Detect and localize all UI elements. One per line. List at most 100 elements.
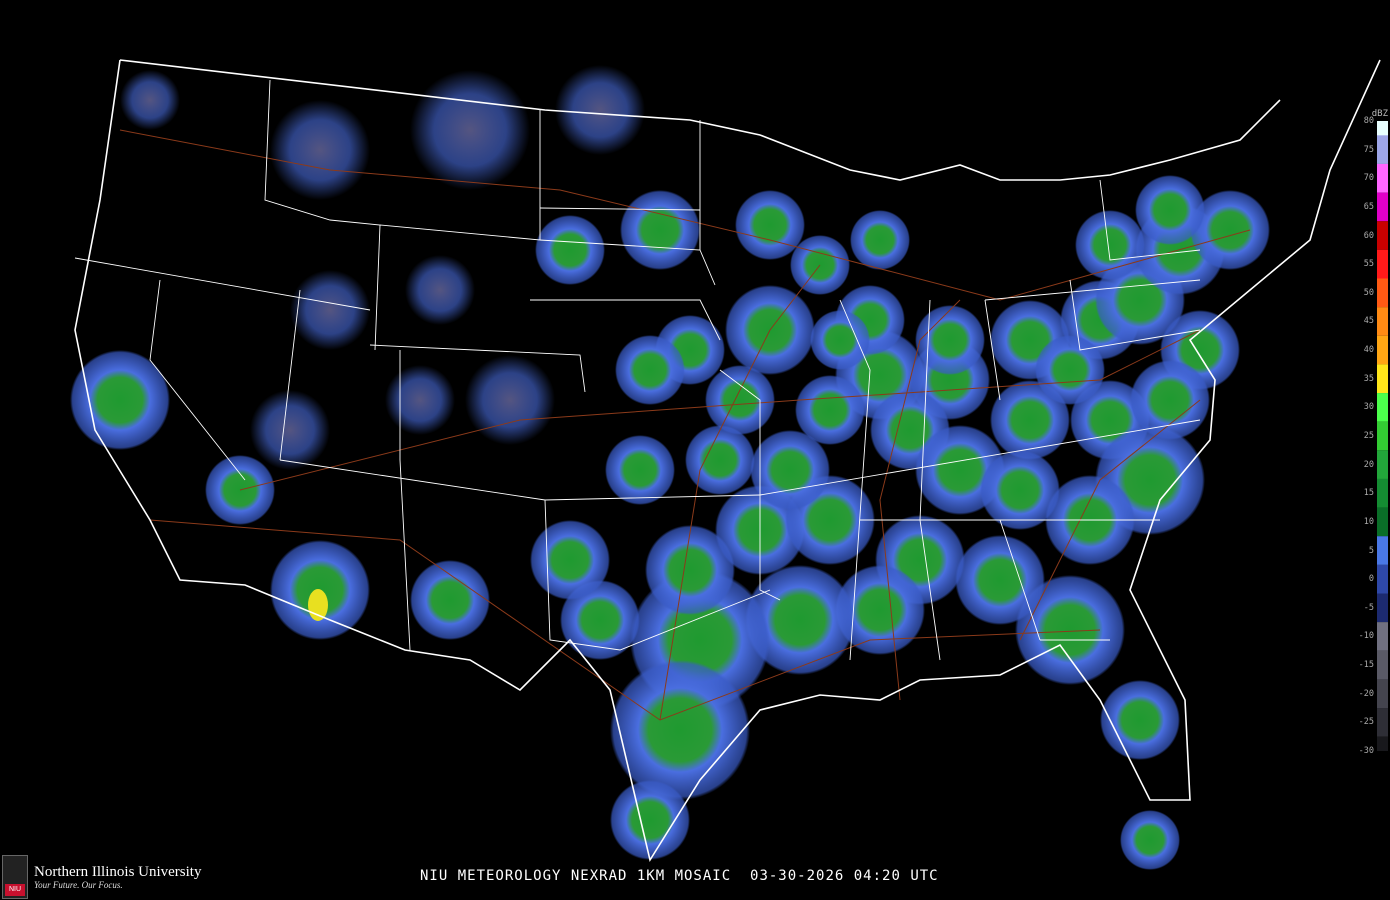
legend-tick: -30 [1358, 746, 1374, 756]
state-border [759, 495, 781, 601]
legend-tick: 55 [1363, 259, 1374, 270]
radar-echo [705, 365, 775, 435]
legend-swatch [1377, 121, 1388, 150]
legend-tick: -15 [1358, 660, 1374, 671]
light-echo [555, 65, 645, 155]
radar-echo [850, 210, 910, 270]
legend-swatch [1377, 650, 1388, 680]
legend-tick: -5 [1363, 602, 1374, 613]
radar-echo [610, 780, 690, 860]
legend-swatch [1377, 450, 1388, 479]
legend-tick: 20 [1363, 459, 1374, 470]
legend-swatch [1377, 393, 1388, 422]
legend-swatch [1377, 135, 1388, 164]
radar-echo [990, 380, 1070, 460]
radar-echo [980, 450, 1060, 530]
legend-tick: -25 [1358, 717, 1374, 728]
radar-echo [955, 535, 1045, 625]
state-border [399, 350, 411, 651]
radar-echo [560, 580, 640, 660]
radar-echo [750, 430, 830, 510]
legend-swatch [1377, 708, 1388, 737]
legend-tick: 10 [1363, 516, 1374, 527]
legend-swatch [1377, 536, 1388, 565]
highway [119, 129, 1251, 301]
state-border [264, 79, 381, 351]
highways [119, 129, 1251, 721]
university-tagline: Your Future. Our Focus. [34, 880, 123, 890]
radar-echo [535, 215, 605, 285]
legend-swatch [1377, 335, 1388, 365]
caption-date: 03-30-2026 [750, 868, 845, 884]
state-border [999, 519, 1041, 641]
legend-tick: 30 [1363, 402, 1374, 413]
radar-echo [835, 565, 925, 655]
radar-echo [915, 305, 985, 375]
radar-echo [70, 350, 170, 450]
legend-swatch [1377, 192, 1388, 222]
legend-swatch [1377, 278, 1388, 308]
mosaic-caption: NIU METEOROLOGY NEXRAD 1KM MOSAIC 03-30-… [420, 868, 939, 884]
legend-tick: 25 [1363, 431, 1374, 441]
legend-swatch [1377, 163, 1388, 193]
radar-echo [410, 560, 490, 640]
highway [659, 264, 821, 721]
radar-echo [645, 525, 735, 615]
radar-echo [1135, 175, 1205, 245]
radar-echo [810, 310, 870, 370]
legend-swatch [1377, 249, 1388, 279]
legend-swatch [1377, 307, 1388, 336]
legend-unit: dBZ [1371, 109, 1388, 119]
caption-time: 04:20 UTC [853, 868, 939, 884]
legend-tick: 45 [1363, 316, 1374, 327]
niu-logo: NIU Northern Illinois University Your Fu… [2, 855, 201, 899]
radar-echo [1120, 810, 1180, 870]
highway [1019, 399, 1201, 641]
radar-echo [795, 375, 865, 445]
light-echo [410, 70, 530, 190]
state-border [279, 289, 301, 461]
radar-echo [745, 565, 855, 675]
state-border [839, 299, 871, 661]
radar-echo [620, 190, 700, 270]
strong-echo [308, 589, 328, 621]
radar-echo [530, 520, 610, 600]
niu-crest-icon: NIU [2, 855, 28, 899]
legend-tick: -20 [1358, 688, 1374, 699]
legend-swatch [1377, 421, 1388, 451]
country-outline [74, 59, 1381, 863]
light-echo [250, 390, 330, 470]
radar-echo [1035, 335, 1105, 405]
legend-swatch [1377, 736, 1388, 751]
legend-color-bar [1377, 121, 1388, 751]
state-border [530, 299, 721, 341]
caption-title: NIU METEOROLOGY NEXRAD 1KM MOSAIC [420, 868, 732, 884]
state-border [74, 257, 371, 311]
legend-swatch [1377, 593, 1388, 623]
highway [879, 299, 961, 701]
state-border [539, 207, 701, 211]
radar-echo [1100, 680, 1180, 760]
legend-tick: 0 [1368, 574, 1374, 585]
radar-echo [610, 660, 750, 800]
legend-tick: 80 [1363, 116, 1374, 126]
legend-swatch [1377, 679, 1388, 709]
light-echo [405, 255, 475, 325]
legend-swatch [1377, 564, 1388, 594]
light-echo [270, 100, 370, 200]
legend-swatch [1377, 364, 1388, 394]
radar-echo [615, 335, 685, 405]
legend-tick: 5 [1368, 545, 1374, 556]
legend-tick: 65 [1363, 201, 1374, 212]
legend-tick: 50 [1363, 287, 1374, 298]
state-border [544, 499, 771, 651]
legend-swatch [1377, 507, 1388, 537]
state-border [984, 279, 1201, 301]
light-echo [385, 365, 455, 435]
legend-tick: 40 [1363, 345, 1374, 356]
state-border [759, 419, 1201, 496]
state-border [1069, 279, 1201, 351]
radar-echo [1190, 190, 1270, 270]
radar-echo [1075, 210, 1145, 280]
